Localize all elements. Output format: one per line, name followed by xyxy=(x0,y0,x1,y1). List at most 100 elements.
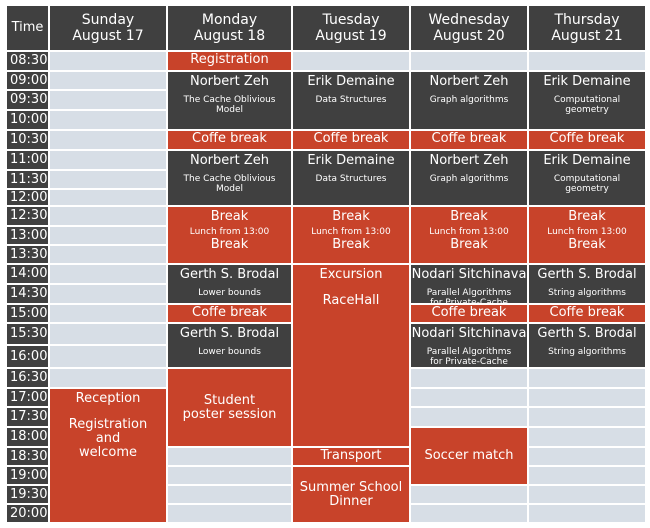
time-label: 08:30 xyxy=(7,52,48,70)
event-block[interactable]: Norbert Zeh The Cache Oblivious Model xyxy=(168,151,291,205)
event-block[interactable]: Student poster session xyxy=(168,369,291,446)
event-block[interactable]: Erik Demaine Data Structures xyxy=(293,72,409,129)
event-title: Gerth S. Brodal xyxy=(179,326,280,341)
event-subtitle: String algorithms xyxy=(548,288,626,298)
event-block[interactable]: Break Lunch from 13:00 Break xyxy=(411,207,527,263)
event-title: Norbert Zeh xyxy=(429,74,509,89)
empty-slot xyxy=(50,246,166,263)
event-block[interactable]: Nodari Sitchinava Parallel Algorithms for… xyxy=(411,265,527,303)
event-block[interactable]: Transport xyxy=(293,448,409,465)
event-block[interactable]: Erik Demaine Computational geometry xyxy=(529,72,645,129)
event-subtitle: Data Structures xyxy=(315,95,387,105)
event-subtitle: Parallel Algorithms for Private-Cache xyxy=(426,347,512,367)
event-subtitle: Computational geometry xyxy=(553,174,621,194)
time-label: 19:30 xyxy=(7,486,48,503)
event-block[interactable]: Erik Demaine Data Structures xyxy=(293,151,409,205)
time-label-text: 12:30 xyxy=(10,208,48,223)
time-label: 16:30 xyxy=(7,369,48,387)
event-block[interactable]: Gerth S. Brodal Lower bounds xyxy=(168,265,291,303)
event-subtitle: Lunch from 13:00 xyxy=(189,227,270,237)
event-subtitle: Graph algorithms xyxy=(429,174,509,184)
event-title: Norbert Zeh xyxy=(190,74,269,89)
event-title-secondary: Break xyxy=(450,237,488,252)
event-title: Erik Demaine xyxy=(543,153,631,168)
event-subtitle: The Cache Oblivious Model xyxy=(183,95,276,115)
empty-slot xyxy=(50,151,166,169)
event-block[interactable]: Break Lunch from 13:00 Break xyxy=(529,207,645,263)
empty-slot xyxy=(168,448,291,465)
event-block[interactable]: Coffe break xyxy=(411,305,527,322)
event-subtitle: Lunch from 13:00 xyxy=(547,227,627,237)
event-block[interactable]: Break Lunch from 13:00 Break xyxy=(293,207,409,263)
event-block[interactable]: Coffe break xyxy=(529,305,645,322)
event-subtitle: Graph algorithms xyxy=(429,95,509,105)
empty-slot xyxy=(168,467,291,484)
event-subtitle: Lower bounds xyxy=(198,347,261,357)
empty-slot xyxy=(529,448,645,465)
day-name: Sunday xyxy=(81,12,135,28)
empty-slot xyxy=(50,324,166,344)
event-title: Transport xyxy=(320,448,382,463)
event-block[interactable]: Norbert Zeh The Cache Oblivious Model xyxy=(168,72,291,129)
event-block[interactable]: Erik Demaine Computational geometry xyxy=(529,151,645,205)
day-header: Sunday August 17 xyxy=(50,6,166,50)
time-label-text: 18:30 xyxy=(10,448,48,464)
event-title-secondary: Break xyxy=(210,237,249,252)
event-block[interactable]: Registration xyxy=(168,52,291,70)
event-block[interactable]: Soccer match xyxy=(411,428,527,484)
time-label-text: 12:00 xyxy=(10,190,48,205)
empty-slot xyxy=(529,389,645,406)
event-title-secondary: RaceHall xyxy=(322,293,380,308)
time-label: 13:00 xyxy=(7,227,48,244)
empty-slot xyxy=(529,408,645,426)
time-label-text: 09:30 xyxy=(10,92,48,107)
event-subtitle: Lower bounds xyxy=(198,288,261,298)
time-label-text: 14:00 xyxy=(10,266,48,281)
event-subtitle: String algorithms xyxy=(548,347,626,357)
time-label-text: 17:30 xyxy=(10,409,48,424)
event-title-secondary: Break xyxy=(568,237,606,252)
time-label: 16:00 xyxy=(7,346,48,367)
event-block[interactable]: Norbert Zeh Graph algorithms xyxy=(411,72,527,129)
event-block[interactable]: Gerth S. Brodal Lower bounds xyxy=(168,324,291,367)
time-label-text: 15:30 xyxy=(10,326,48,341)
event-block[interactable]: Excursion RaceHall xyxy=(293,265,409,446)
day-header: Tuesday August 19 xyxy=(293,6,409,50)
empty-slot xyxy=(50,285,166,303)
event-block[interactable]: Nodari Sitchinava Parallel Algorithms for… xyxy=(411,324,527,367)
time-label: 12:00 xyxy=(7,190,48,205)
event-block[interactable]: Coffe break xyxy=(411,131,527,149)
time-label-text: 19:00 xyxy=(10,467,48,483)
time-label-text: 18:00 xyxy=(10,429,48,444)
event-block[interactable]: Reception Registration and welcome xyxy=(50,389,166,522)
event-block[interactable]: Break Lunch from 13:00 Break xyxy=(168,207,291,263)
event-block[interactable]: Coffe break xyxy=(529,131,645,149)
event-block[interactable]: Coffe break xyxy=(168,305,291,322)
time-label: 17:00 xyxy=(7,389,48,406)
empty-slot xyxy=(411,505,527,522)
empty-slot xyxy=(50,171,166,188)
day-date: August 18 xyxy=(193,28,266,44)
event-title: Reception xyxy=(75,391,141,406)
event-block[interactable]: Summer School Dinner xyxy=(293,467,409,522)
empty-slot xyxy=(411,369,527,387)
event-block[interactable]: Norbert Zeh Graph algorithms xyxy=(411,151,527,205)
event-block[interactable]: Coffe break xyxy=(293,131,409,149)
time-label: 12:30 xyxy=(7,207,48,225)
event-title: Coffe break xyxy=(192,305,267,320)
empty-slot xyxy=(411,486,527,503)
event-subtitle: The Cache Oblivious Model xyxy=(183,174,276,194)
event-block[interactable]: Gerth S. Brodal String algorithms xyxy=(529,324,645,367)
time-label-text: 16:00 xyxy=(10,348,48,364)
time-label: 10:00 xyxy=(7,111,48,129)
event-title: Student poster session xyxy=(182,392,277,422)
event-title: Gerth S. Brodal xyxy=(537,326,637,341)
day-header: Thursday August 21 xyxy=(529,6,645,50)
event-title-secondary: Registration and welcome xyxy=(68,417,148,460)
event-block[interactable]: Coffe break xyxy=(168,131,291,149)
empty-slot xyxy=(411,408,527,426)
event-block[interactable]: Gerth S. Brodal String algorithms xyxy=(529,265,645,303)
event-title: Summer School Dinner xyxy=(299,479,403,509)
event-title: Break xyxy=(332,209,370,224)
